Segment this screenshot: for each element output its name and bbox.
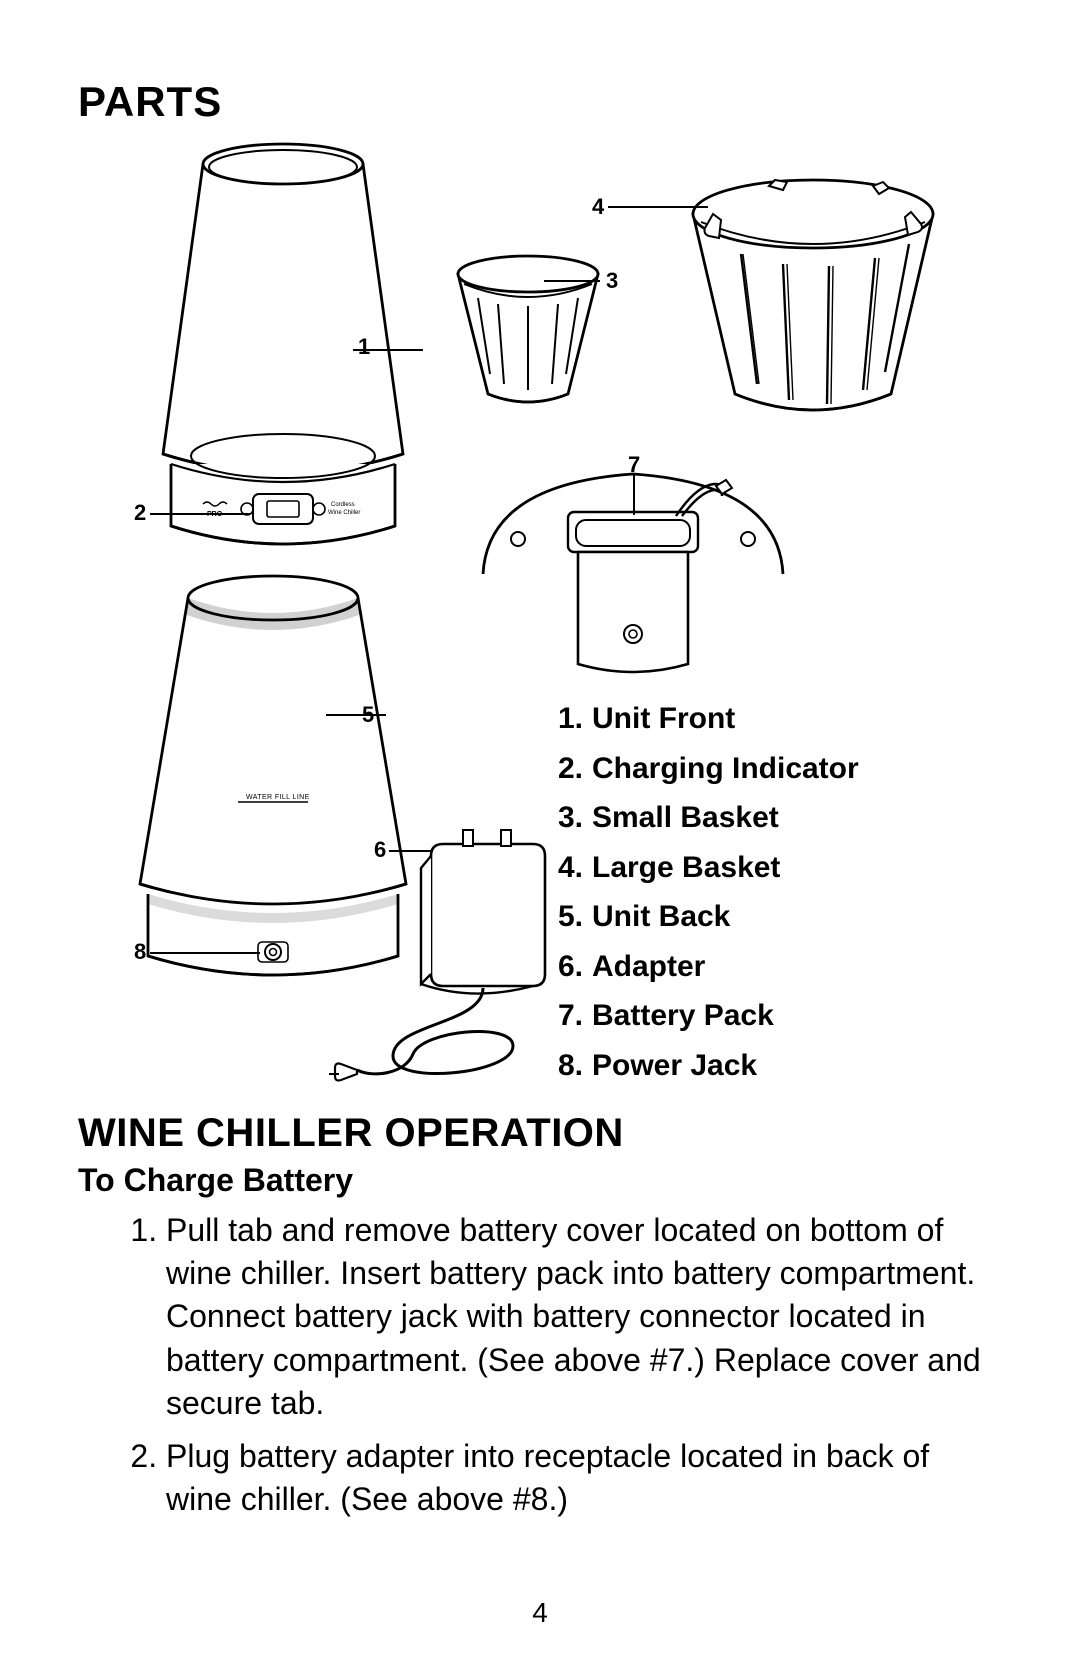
callout-2: 2	[134, 500, 146, 526]
legend-item: 1.Unit Front	[558, 694, 859, 744]
callout-6: 6	[374, 837, 386, 863]
manual-page: PARTS PRO	[0, 0, 1080, 1669]
step-item: Plug battery adapter into receptacle loc…	[166, 1435, 1002, 1521]
illustration-large-basket	[653, 154, 973, 444]
parts-diagram: PRO Cordless Wine Chiller	[78, 134, 1002, 1089]
callout-5: 5	[362, 702, 374, 728]
heading-parts: PARTS	[78, 78, 1002, 126]
callout-4: 4	[592, 194, 604, 220]
legend-item: 8.Power Jack	[558, 1041, 859, 1091]
svg-text:Wine Chiller: Wine Chiller	[328, 510, 360, 516]
callout-3: 3	[606, 268, 618, 294]
heading-charge: To Charge Battery	[78, 1162, 1002, 1199]
heading-operation: WINE CHILLER OPERATION	[78, 1111, 1002, 1156]
svg-text:WATER FILL LINE: WATER FILL LINE	[246, 794, 310, 801]
callout-1: 1	[358, 334, 370, 360]
legend-item: 7.Battery Pack	[558, 991, 859, 1041]
callout-8: 8	[134, 939, 146, 965]
svg-text:Cordless: Cordless	[331, 502, 355, 508]
legend-item: 3.Small Basket	[558, 793, 859, 843]
callout-7: 7	[628, 452, 640, 478]
legend-item: 2.Charging Indicator	[558, 744, 859, 794]
step-item: Pull tab and remove battery cover locate…	[166, 1209, 1002, 1425]
page-number: 4	[0, 1597, 1080, 1629]
legend-item: 5.Unit Back	[558, 892, 859, 942]
illustration-small-basket	[428, 244, 628, 424]
legend-item: 4.Large Basket	[558, 843, 859, 893]
charge-steps: Pull tab and remove battery cover locate…	[78, 1209, 1002, 1521]
parts-legend: 1.Unit Front 2.Charging Indicator 3.Smal…	[558, 694, 859, 1090]
legend-item: 6.Adapter	[558, 942, 859, 992]
illustration-adapter	[333, 824, 593, 1104]
